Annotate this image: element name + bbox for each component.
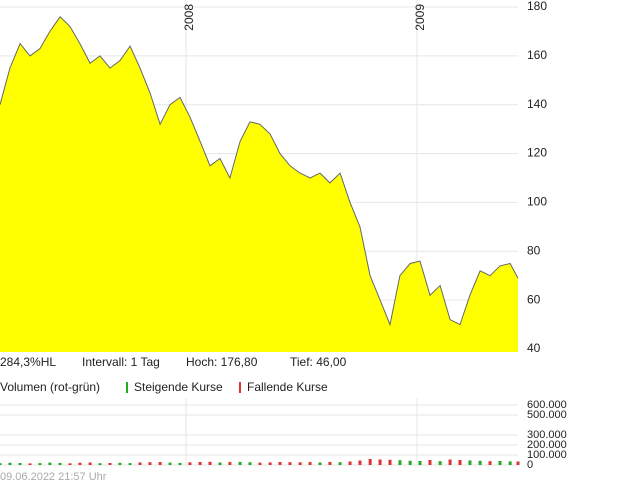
y-tick-label: 60 (527, 292, 541, 306)
volume-bar (388, 459, 392, 465)
volume-bar (198, 462, 202, 465)
volume-bar (188, 462, 192, 465)
volume-bar (168, 462, 172, 465)
price-area (0, 16, 518, 353)
y-tick-label: 120 (527, 146, 547, 160)
info-text: 284,3%HL (0, 355, 56, 369)
volume-bar (448, 459, 452, 465)
volume-bar (0, 463, 2, 465)
volume-bar (278, 462, 282, 465)
volume-bar (38, 463, 42, 465)
volume-bar (348, 461, 352, 465)
volume-bar (228, 462, 232, 465)
volume-bar (288, 462, 292, 465)
volume-bar (258, 462, 262, 465)
y-tick-label: 300.000 (527, 429, 567, 441)
volume-bar (108, 463, 112, 465)
legend-swatch (126, 382, 128, 393)
volume-bar (408, 460, 412, 465)
volume-bar (308, 462, 312, 465)
volume-bar (478, 460, 482, 465)
y-tick-label: 40 (527, 341, 541, 355)
volume-bar (8, 462, 12, 465)
legend-label: Fallende Kurse (247, 380, 328, 394)
volume-bar (438, 461, 442, 465)
x-tick-label: 2008 (182, 4, 196, 31)
volume-bar (498, 461, 502, 465)
volume-bar (298, 462, 302, 465)
volume-bar (68, 463, 72, 465)
volume-title: Volumen (rot-grün) (0, 380, 100, 394)
volume-bar (148, 462, 152, 465)
y-tick-label: 100 (527, 195, 547, 209)
volume-bar (18, 463, 22, 465)
volume-bar (238, 461, 242, 465)
volume-bar (508, 461, 512, 465)
y-tick-label: 200.000 (527, 439, 567, 451)
volume-bar (398, 460, 402, 465)
y-tick-label: 0 (527, 459, 533, 471)
info-text: Tief: 46,00 (290, 355, 347, 369)
y-tick-label: 80 (527, 243, 541, 257)
volume-bar (328, 462, 332, 465)
volume-bar (58, 462, 62, 465)
y-tick-label: 100.000 (527, 449, 567, 461)
volume-bar (338, 462, 342, 465)
volume-bar (488, 461, 492, 465)
price-line (0, 16, 519, 327)
y-tick-label: 160 (527, 48, 547, 62)
y-tick-label: 500.000 (527, 409, 567, 421)
volume-bar (128, 463, 132, 465)
volume-bar (158, 462, 162, 465)
volume-bar (318, 462, 322, 465)
volume-bar (118, 462, 122, 465)
volume-bar (368, 459, 372, 465)
volume-bar (208, 461, 212, 465)
legend-label: Steigende Kurse (134, 380, 223, 394)
volume-bar (468, 460, 472, 465)
legend-swatch (239, 382, 241, 393)
volume-bar (98, 463, 102, 465)
info-text: Intervall: 1 Tag (82, 355, 160, 369)
volume-bar (358, 460, 362, 465)
volume-bar (418, 461, 422, 465)
volume-bar (28, 463, 32, 465)
volume-bar (178, 462, 182, 465)
volume-bar (378, 459, 382, 465)
timestamp: 09.06.2022 21:57 Uhr (0, 471, 107, 483)
volume-bar (458, 460, 462, 465)
y-tick-label: 180 (527, 0, 547, 13)
volume-bar (88, 462, 92, 465)
volume-bar (48, 462, 52, 465)
volume-bar (516, 461, 520, 465)
volume-bar (268, 462, 272, 465)
info-text: Hoch: 176,80 (186, 355, 258, 369)
volume-bar (138, 462, 142, 465)
volume-bar (78, 462, 82, 465)
y-tick-label: 600.000 (527, 399, 567, 411)
volume-bar (428, 460, 432, 465)
x-tick-label: 2009 (413, 4, 427, 31)
volume-bar (218, 462, 222, 465)
y-tick-label: 140 (527, 97, 547, 111)
volume-bar (248, 462, 252, 465)
